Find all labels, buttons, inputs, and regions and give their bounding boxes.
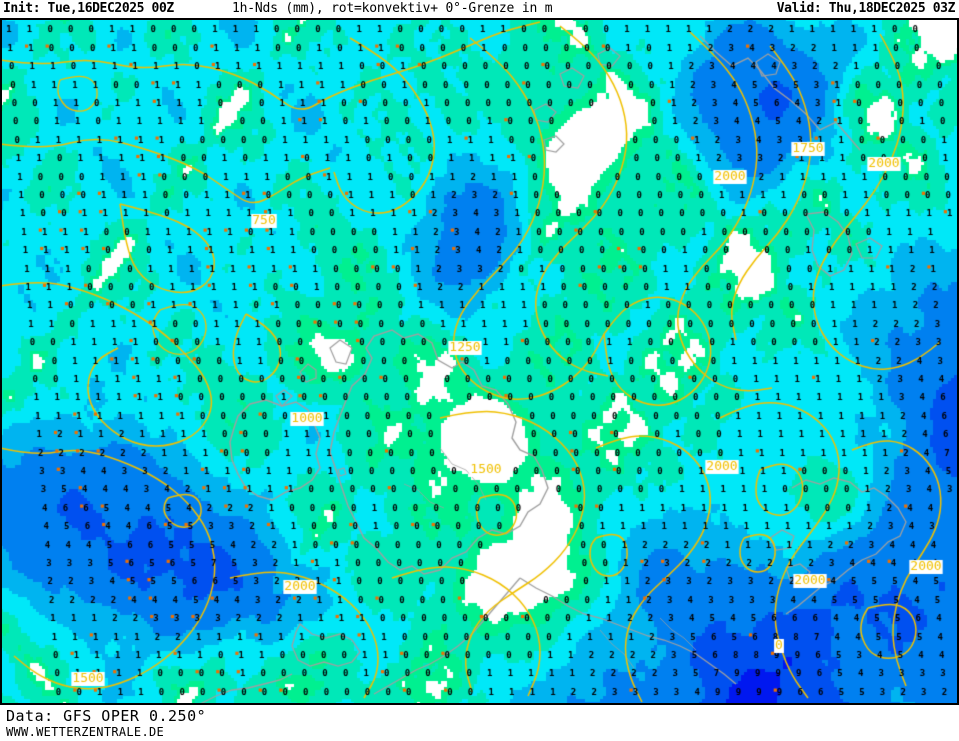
chart-header: Init: Tue,16DEC2025 00Z 1h-Nds (mm), rot… (0, 0, 959, 18)
website-label: WWW.WETTERZENTRALE.DE (6, 725, 165, 739)
map-panel[interactable] (0, 18, 959, 705)
precipitation-map-canvas[interactable] (0, 18, 959, 705)
chart-footer: Data: GFS OPER 0.250° WWW.WETTERZENTRALE… (0, 705, 959, 741)
data-source-label: Data: GFS OPER 0.250° (6, 707, 207, 725)
init-time-label: Init: Tue,16DEC2025 00Z (3, 1, 174, 16)
chart-title: 1h-Nds (mm), rot=konvektiv+ 0°-Grenze in… (232, 1, 553, 16)
valid-time-label: Valid: Thu,18DEC2025 03Z (776, 1, 956, 16)
